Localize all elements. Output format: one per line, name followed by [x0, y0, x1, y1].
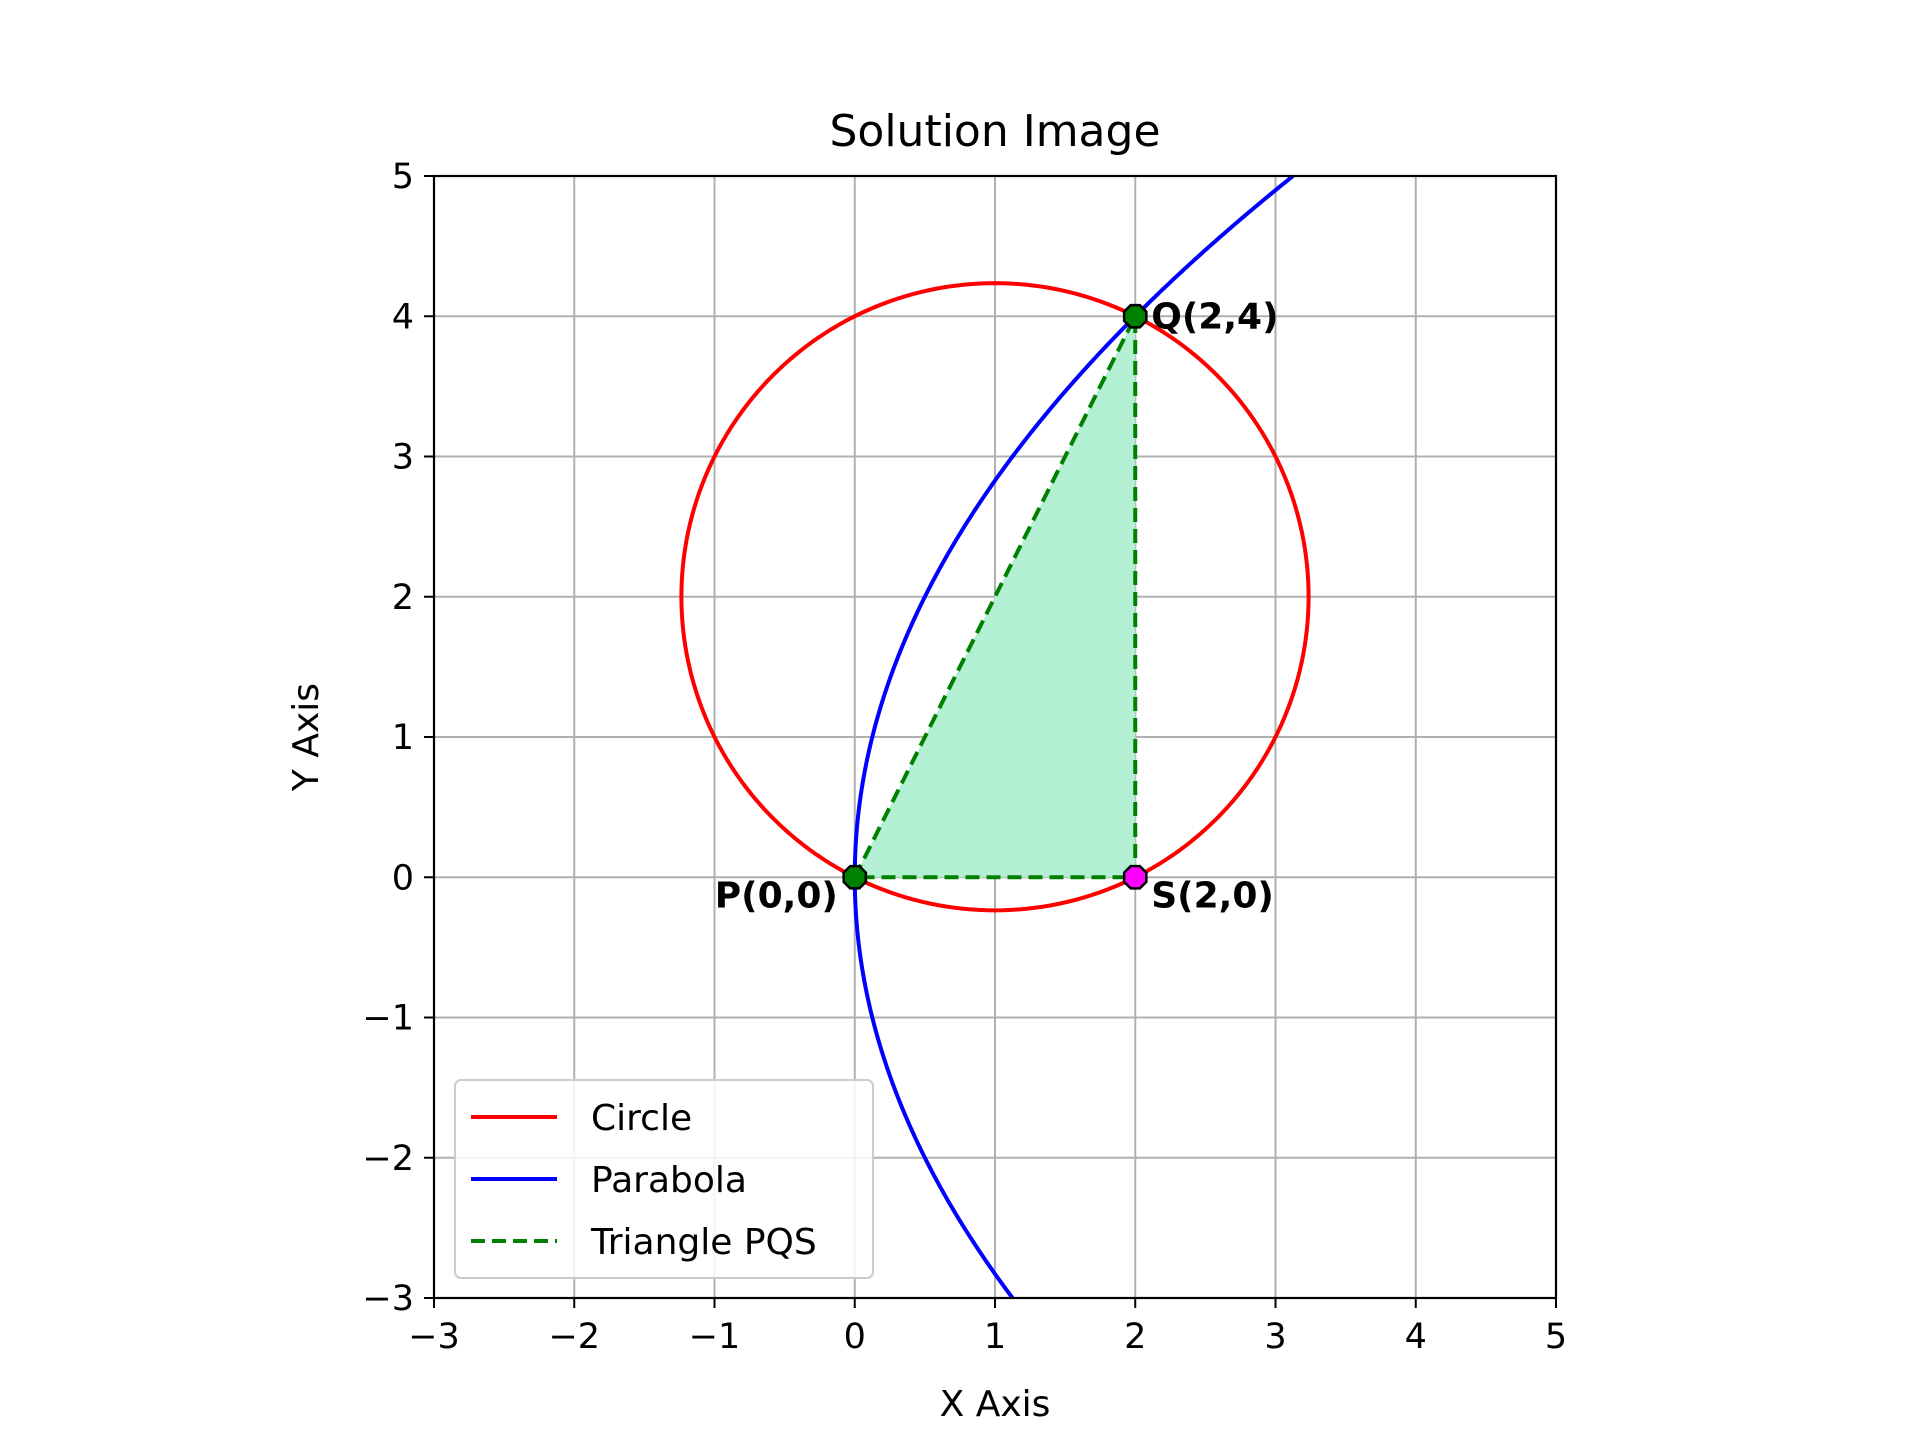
point-label-s-2-0-: S(2,0): [1151, 875, 1274, 916]
legend-label-triangle-pqs: Triangle PQS: [590, 1222, 817, 1263]
x-tick-label: −3: [408, 1317, 460, 1357]
y-tick-label: 1: [392, 718, 414, 758]
x-tick-label: 4: [1405, 1317, 1427, 1357]
x-axis-label: X Axis: [940, 1384, 1051, 1425]
x-tick-label: 5: [1545, 1317, 1567, 1357]
parabola-series: [852, 176, 1295, 1298]
plot-area: [679, 176, 1311, 1298]
x-tick-label: −1: [689, 1317, 741, 1357]
ticks: −3 −2 −1 0 1 2 3 4 5 −3 −2 −1 0 1 2 3 4 5: [362, 157, 1567, 1357]
y-tick-label: 0: [392, 858, 414, 898]
y-tick-label: −2: [362, 1139, 414, 1179]
x-tick-label: 2: [1124, 1317, 1146, 1357]
legend-label-circle: Circle: [591, 1098, 692, 1139]
y-tick-label: 5: [392, 157, 414, 197]
triangle-pqs-series: [852, 315, 1138, 880]
legend-box: [454, 1079, 874, 1279]
point-marker-s-2-0-: [1122, 864, 1148, 890]
x-tick-label: 0: [844, 1317, 866, 1357]
circle-series: [679, 281, 1311, 913]
y-tick-label: −3: [362, 1279, 414, 1319]
point-marker-q-2-4-: [1122, 303, 1148, 329]
y-tick-label: −1: [362, 999, 414, 1039]
x-tick-label: −2: [548, 1317, 600, 1357]
legend: Circle Parabola Triangle PQS: [454, 1079, 874, 1279]
y-tick-label: 4: [392, 297, 414, 337]
x-tick-label: 3: [1264, 1317, 1286, 1357]
point-label-p-0-0-: P(0,0): [715, 875, 838, 916]
point-marker-p-0-0-: [842, 864, 868, 890]
x-tick-label: 1: [984, 1317, 1006, 1357]
y-axis-label: Y Axis: [286, 683, 327, 792]
y-tick-label: 2: [392, 578, 414, 618]
chart-title: Solution Image: [829, 106, 1160, 157]
legend-label-parabola: Parabola: [591, 1160, 747, 1201]
y-tick-label: 3: [392, 438, 414, 478]
points: P(0,0) Q(2,4) S(2,0): [715, 296, 1279, 916]
point-label-q-2-4-: Q(2,4): [1151, 296, 1278, 337]
